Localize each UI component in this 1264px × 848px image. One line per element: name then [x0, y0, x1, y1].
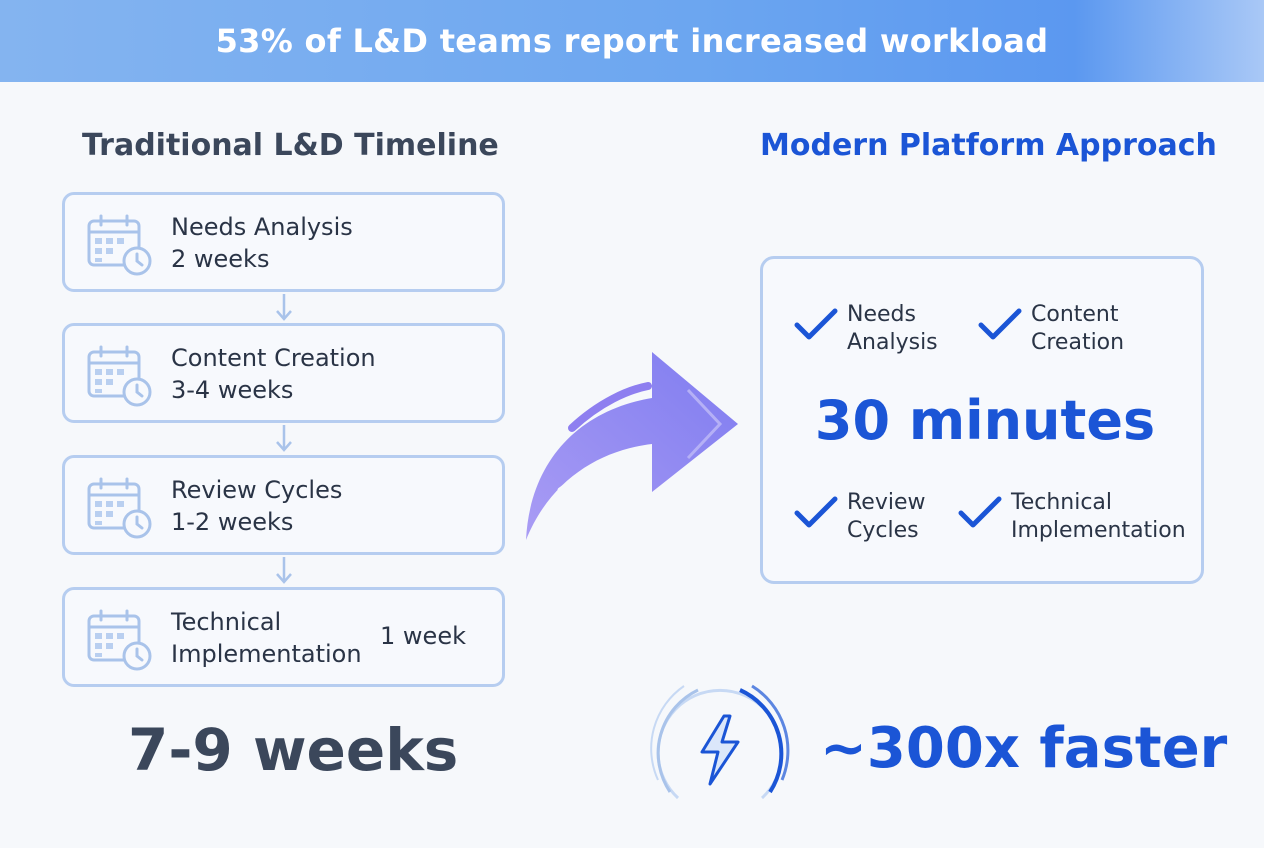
- step-name-line2: Implementation: [171, 640, 362, 668]
- check-label-line1: Review: [847, 490, 926, 515]
- check-label: Content Creation: [1031, 301, 1124, 357]
- speedometer-lightning-icon: [650, 684, 790, 800]
- check-label-line2: Creation: [1031, 330, 1125, 355]
- step-review-cycles: Review Cycles 1-2 weeks: [62, 455, 505, 555]
- check-label-line2: Implementation: [1011, 518, 1186, 543]
- modern-approach-box: Needs Analysis Content Creation 30 minut…: [760, 256, 1204, 584]
- check-label-line2: Cycles: [847, 518, 919, 543]
- modern-total: 30 minutes: [814, 389, 1156, 452]
- calendar-clock-icon: [87, 609, 152, 671]
- traditional-total: 7-9 weeks: [128, 716, 459, 784]
- step-name: Needs Analysis: [171, 213, 353, 241]
- check-label-line1: Needs: [847, 302, 916, 327]
- traditional-heading: Traditional L&D Timeline: [82, 128, 499, 163]
- checkmark-icon: [794, 496, 838, 528]
- step-text: Needs Analysis 2 weeks: [171, 211, 353, 275]
- modern-item-content-creation: Content Creation: [977, 301, 1124, 357]
- check-label: Needs Analysis: [847, 301, 938, 357]
- step-duration: 1 week: [380, 622, 466, 650]
- speedup-text: ~300x faster: [820, 716, 1228, 781]
- step-duration: 2 weeks: [171, 245, 270, 273]
- step-name: Review Cycles: [171, 476, 343, 504]
- calendar-clock-icon: [87, 214, 152, 276]
- calendar-clock-icon: [87, 477, 152, 539]
- modern-item-needs-analysis: Needs Analysis: [793, 301, 938, 357]
- step-duration: 1-2 weeks: [171, 508, 294, 536]
- down-arrow-icon: [276, 557, 292, 584]
- checkmark-icon: [958, 496, 1002, 528]
- check-label: Review Cycles: [847, 489, 926, 545]
- step-content-creation: Content Creation 3-4 weeks: [62, 323, 505, 423]
- checkmark-icon: [978, 308, 1022, 340]
- modern-item-review-cycles: Review Cycles: [793, 489, 926, 545]
- header-banner: 53% of L&D teams report increased worklo…: [0, 0, 1264, 82]
- step-name: Content Creation: [171, 344, 376, 372]
- step-name-line1: Technical: [171, 608, 282, 636]
- step-text: Review Cycles 1-2 weeks: [171, 474, 342, 538]
- step-duration: 3-4 weeks: [171, 376, 294, 404]
- check-label-line2: Analysis: [847, 330, 938, 355]
- check-label: Technical Implementation: [1011, 489, 1186, 545]
- step-text: Content Creation 3-4 weeks: [171, 342, 376, 406]
- calendar-clock-icon: [87, 345, 152, 407]
- check-label-line1: Technical: [1011, 490, 1113, 515]
- banner-title: 53% of L&D teams report increased worklo…: [215, 22, 1049, 60]
- down-arrow-icon: [276, 294, 292, 321]
- curved-arrow-icon: [526, 352, 738, 540]
- modern-heading: Modern Platform Approach: [760, 128, 1217, 163]
- check-label-line1: Content: [1031, 302, 1119, 327]
- step-technical-implementation: Technical Implementation 1 week: [62, 587, 505, 687]
- down-arrow-icon: [276, 425, 292, 452]
- step-text: Technical Implementation: [171, 606, 362, 670]
- step-needs-analysis: Needs Analysis 2 weeks: [62, 192, 505, 292]
- checkmark-icon: [794, 308, 838, 340]
- modern-item-technical-implementation: Technical Implementation: [957, 489, 1186, 545]
